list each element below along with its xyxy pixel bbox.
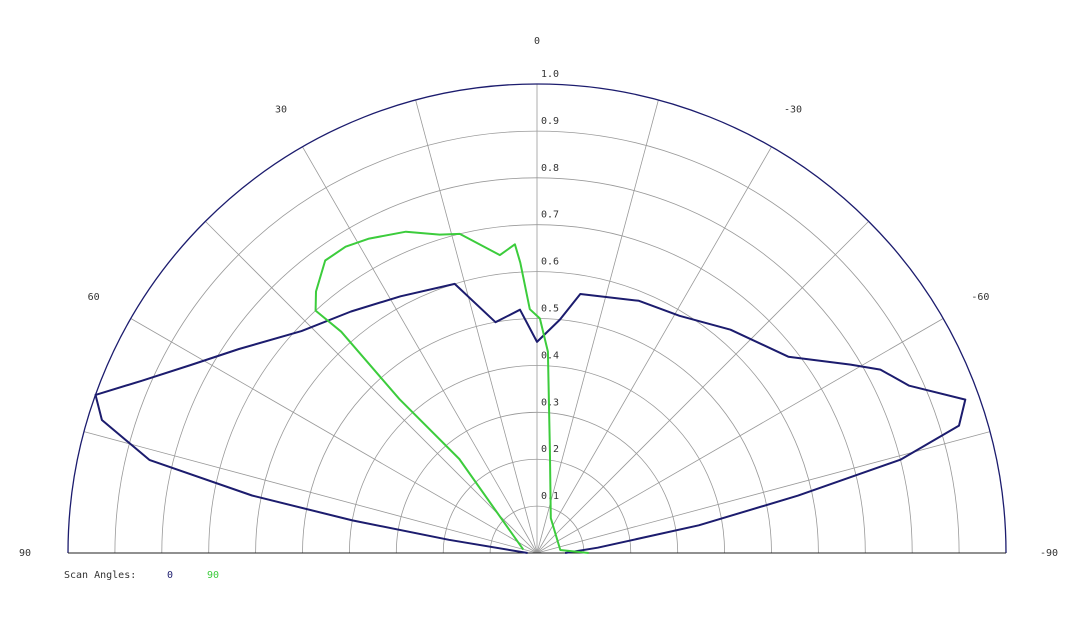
ring — [67, 83, 1007, 554]
legend-entry: 90 — [207, 570, 219, 581]
ring — [114, 130, 960, 554]
ring — [395, 411, 679, 554]
ring — [208, 224, 866, 554]
theta-tick-label: 90 — [19, 548, 31, 559]
r-tick-label: 0.4 — [541, 350, 559, 361]
series-line — [94, 282, 967, 554]
r-tick-label: 0.3 — [541, 397, 559, 408]
ring — [349, 365, 725, 554]
ring — [442, 458, 632, 554]
r-tick-label: 0.9 — [541, 116, 559, 127]
theta-tick-label: 0 — [534, 36, 540, 47]
ring — [161, 177, 913, 554]
r-tick-label: 1.0 — [541, 69, 559, 80]
legend-title: Scan Angles: — [64, 570, 136, 581]
r-tick-label: 0.6 — [541, 257, 559, 268]
r-tick-label: 0.8 — [541, 163, 559, 174]
ring — [302, 318, 772, 554]
r-tick-label: 0.5 — [541, 304, 559, 315]
ring — [489, 505, 585, 554]
r-tick-label: 0.7 — [541, 210, 559, 221]
legend-entry: 0 — [167, 570, 173, 581]
theta-tick-label: -60 — [971, 292, 989, 303]
theta-tick-label: 30 — [275, 105, 287, 116]
theta-tick-label: 60 — [88, 292, 100, 303]
ring — [255, 271, 819, 554]
series-line — [314, 230, 589, 554]
theta-tick-label: -90 — [1040, 548, 1058, 559]
theta-tick-label: -30 — [784, 105, 802, 116]
